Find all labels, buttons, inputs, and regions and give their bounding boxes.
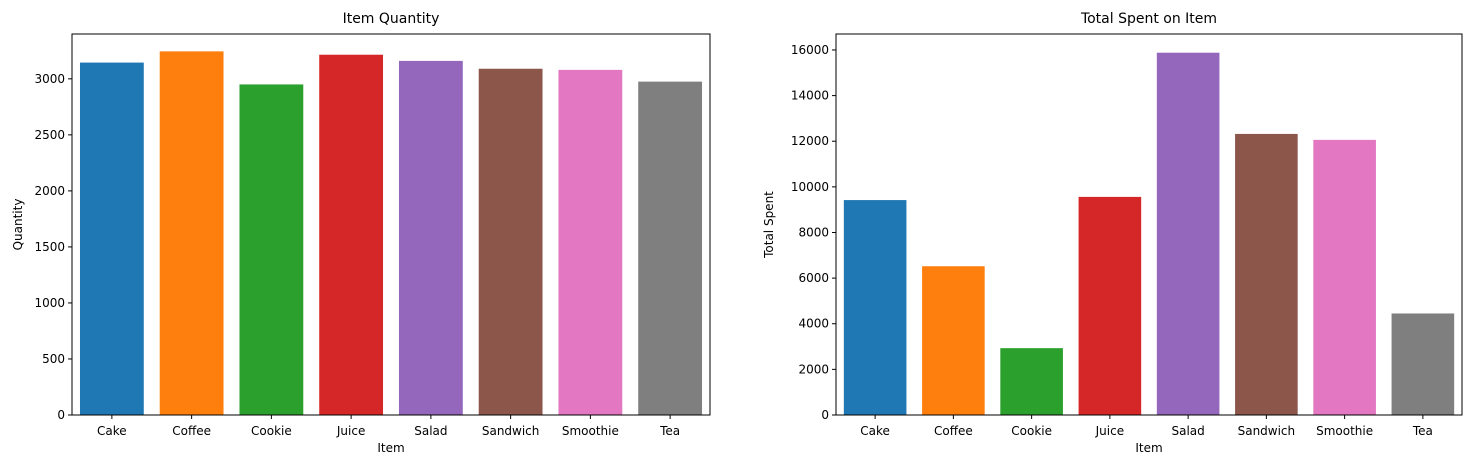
bar-sandwich — [478, 68, 543, 416]
chart-title: Item Quantity — [343, 11, 440, 27]
x-tick-label: Cake — [97, 424, 127, 438]
x-tick-label: Cookie — [251, 424, 292, 438]
y-tick-label: 4000 — [798, 317, 829, 331]
y-tick-label: 16000 — [791, 43, 829, 57]
x-tick-label: Cake — [860, 424, 890, 438]
bar-juice — [319, 54, 384, 415]
bar-cookie — [239, 84, 304, 416]
x-tick-label: Juice — [336, 424, 365, 438]
bar-tea — [1391, 313, 1455, 415]
plot-frame — [835, 33, 1463, 416]
x-tick-label: Tea — [1412, 424, 1433, 438]
bar-cookie — [1000, 348, 1063, 415]
y-tick-label: 14000 — [791, 89, 829, 103]
chart-title: Total Spent on Item — [1080, 11, 1217, 27]
bar-cake — [843, 200, 907, 415]
y-tick-label: 1000 — [34, 296, 65, 310]
y-tick-label: 500 — [42, 352, 65, 366]
y-tick-label: 6000 — [798, 271, 829, 285]
bar-smoothie — [558, 69, 623, 415]
y-tick-label: 12000 — [791, 134, 829, 148]
x-axis-label: Item — [377, 441, 404, 455]
chart-item-quantity: Cake Coffee Cookie Juice Salad Sandwich Smooth… — [11, 11, 711, 455]
y-tick-label: 2000 — [798, 362, 829, 376]
bar-salad — [398, 60, 463, 416]
y-tick-label: 10000 — [791, 180, 829, 194]
bar-smoothie — [1313, 139, 1376, 415]
x-tick-label: Cookie — [1011, 424, 1052, 438]
y-tick-label: 0 — [821, 408, 829, 422]
y-tick-label: 0 — [57, 408, 65, 422]
x-tick-label: Coffee — [172, 424, 211, 438]
bar-juice — [1078, 196, 1142, 415]
bar-coffee — [922, 266, 985, 415]
x-tick-label: Smoothie — [562, 424, 619, 438]
bar-cake — [79, 62, 144, 415]
x-axis-label: Item — [1135, 441, 1162, 455]
y-tick-label: 8000 — [798, 225, 829, 239]
x-tick-label: Salad — [414, 424, 447, 438]
x-tick-label: Juice — [1095, 424, 1124, 438]
y-tick-label: 3000 — [34, 72, 65, 86]
x-tick-label: Sandwich — [1238, 424, 1296, 438]
bar-coffee — [159, 51, 224, 416]
x-tick-label: Salad — [1171, 424, 1204, 438]
bar-tea — [638, 81, 703, 415]
x-tick-label: Sandwich — [482, 424, 540, 438]
x-tick-label: Coffee — [934, 424, 973, 438]
y-tick-label: 1500 — [34, 240, 65, 254]
y-axis-label: Quantity — [11, 199, 25, 251]
y-axis-label: Total Spent — [762, 191, 776, 259]
bar-sandwich — [1235, 133, 1298, 415]
x-tick-label: Tea — [659, 424, 680, 438]
x-tick-label: Smoothie — [1316, 424, 1373, 438]
y-tick-label: 2500 — [34, 128, 65, 142]
bar-salad — [1156, 52, 1220, 415]
chart-total-spent: Cake Coffee Cookie Juice Salad Sandwich Smooth… — [762, 11, 1463, 455]
y-tick-label: 2000 — [34, 184, 65, 198]
plot-frame — [71, 33, 711, 416]
